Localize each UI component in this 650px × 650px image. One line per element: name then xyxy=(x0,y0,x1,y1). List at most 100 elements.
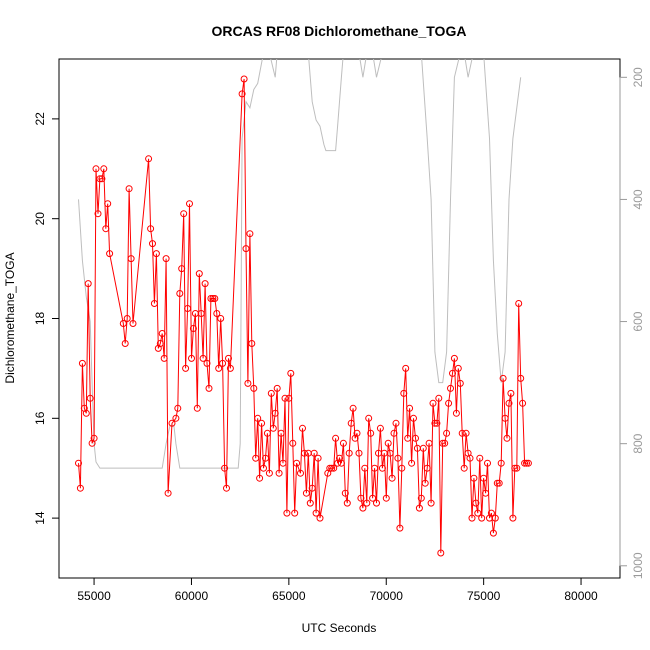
data-point xyxy=(258,419,266,427)
data-point xyxy=(164,489,172,497)
data-point xyxy=(472,499,480,507)
data-point xyxy=(408,459,416,467)
primary-series-line xyxy=(78,78,529,554)
data-point xyxy=(211,295,219,302)
data-point xyxy=(293,459,301,467)
data-point xyxy=(400,389,408,397)
data-point xyxy=(90,434,98,442)
chart-title: ORCAS RF08 Dichloromethane_TOGA xyxy=(212,23,467,39)
data-point xyxy=(458,429,466,437)
data-point xyxy=(456,379,464,387)
data-point xyxy=(347,419,355,427)
data-point xyxy=(75,459,82,467)
data-point xyxy=(328,464,336,472)
data-point xyxy=(406,404,414,412)
plot-area xyxy=(58,58,621,579)
data-point xyxy=(330,464,338,472)
data-point xyxy=(316,514,324,522)
data-point xyxy=(491,514,499,522)
data-point xyxy=(487,509,495,517)
data-point xyxy=(219,359,227,367)
data-point xyxy=(205,384,213,392)
data-point xyxy=(195,270,203,278)
primary-series xyxy=(75,75,532,557)
data-point xyxy=(326,464,334,472)
data-point xyxy=(174,404,182,412)
data-point xyxy=(226,364,234,372)
data-point xyxy=(82,409,90,417)
data-point xyxy=(337,459,345,467)
data-point xyxy=(240,75,248,83)
data-point xyxy=(425,439,433,447)
data-point xyxy=(386,449,394,457)
y-tick-label: 22 xyxy=(33,112,47,126)
data-point xyxy=(289,439,297,447)
data-point xyxy=(513,464,521,472)
data-point xyxy=(306,499,314,507)
data-point xyxy=(388,474,396,482)
data-point xyxy=(507,389,515,397)
secondary-series xyxy=(78,59,522,469)
data-point xyxy=(398,464,406,472)
data-point xyxy=(429,399,437,407)
data-point xyxy=(300,449,308,457)
data-point xyxy=(415,504,423,512)
data-point xyxy=(359,504,367,512)
data-point xyxy=(248,340,256,347)
data-point xyxy=(203,359,211,367)
data-point xyxy=(384,439,392,447)
data-point xyxy=(517,374,525,382)
data-point xyxy=(503,434,511,442)
data-point xyxy=(509,514,517,522)
data-point xyxy=(285,394,293,402)
data-point xyxy=(499,374,507,382)
data-point xyxy=(343,499,351,507)
data-point xyxy=(431,419,439,427)
data-point xyxy=(84,280,92,288)
data-point xyxy=(312,509,320,517)
data-point xyxy=(355,449,363,457)
x-tick-label: 80000 xyxy=(564,589,598,603)
data-point xyxy=(149,240,156,248)
data-point xyxy=(94,210,102,218)
data-point xyxy=(376,424,384,432)
data-point xyxy=(186,200,193,208)
data-point xyxy=(495,479,503,487)
data-point xyxy=(332,434,340,442)
x-axis: 55000 60000 65000 70000 75000 80000 xyxy=(77,577,598,603)
y2-axis: 200 400 600 800 1000 xyxy=(619,67,645,579)
data-point xyxy=(147,225,155,233)
data-point xyxy=(160,354,168,362)
data-point xyxy=(476,454,484,462)
data-point xyxy=(201,280,209,288)
data-point xyxy=(221,464,229,472)
data-point xyxy=(104,200,112,208)
data-point xyxy=(511,464,519,472)
data-point xyxy=(225,354,232,362)
y-axis-label: Dichloromethane_TOGA xyxy=(3,252,17,383)
data-point xyxy=(102,225,110,233)
data-point xyxy=(423,464,431,472)
data-point xyxy=(392,419,400,427)
data-point xyxy=(341,489,349,497)
data-point xyxy=(275,469,283,477)
data-point xyxy=(96,175,104,183)
data-point xyxy=(217,315,225,322)
data-point xyxy=(281,394,289,402)
data-point xyxy=(394,454,402,462)
data-point xyxy=(156,340,164,347)
y2-tick-label: 800 xyxy=(631,433,645,453)
data-point xyxy=(521,459,529,467)
data-point xyxy=(86,394,94,402)
data-point xyxy=(215,364,223,372)
data-point xyxy=(106,250,114,258)
data-point xyxy=(125,185,133,193)
data-point xyxy=(162,255,170,263)
data-point xyxy=(419,444,427,452)
data-point xyxy=(238,90,246,98)
data-point xyxy=(256,474,264,482)
data-point xyxy=(269,424,277,432)
data-point xyxy=(207,295,215,302)
data-point xyxy=(283,509,291,517)
